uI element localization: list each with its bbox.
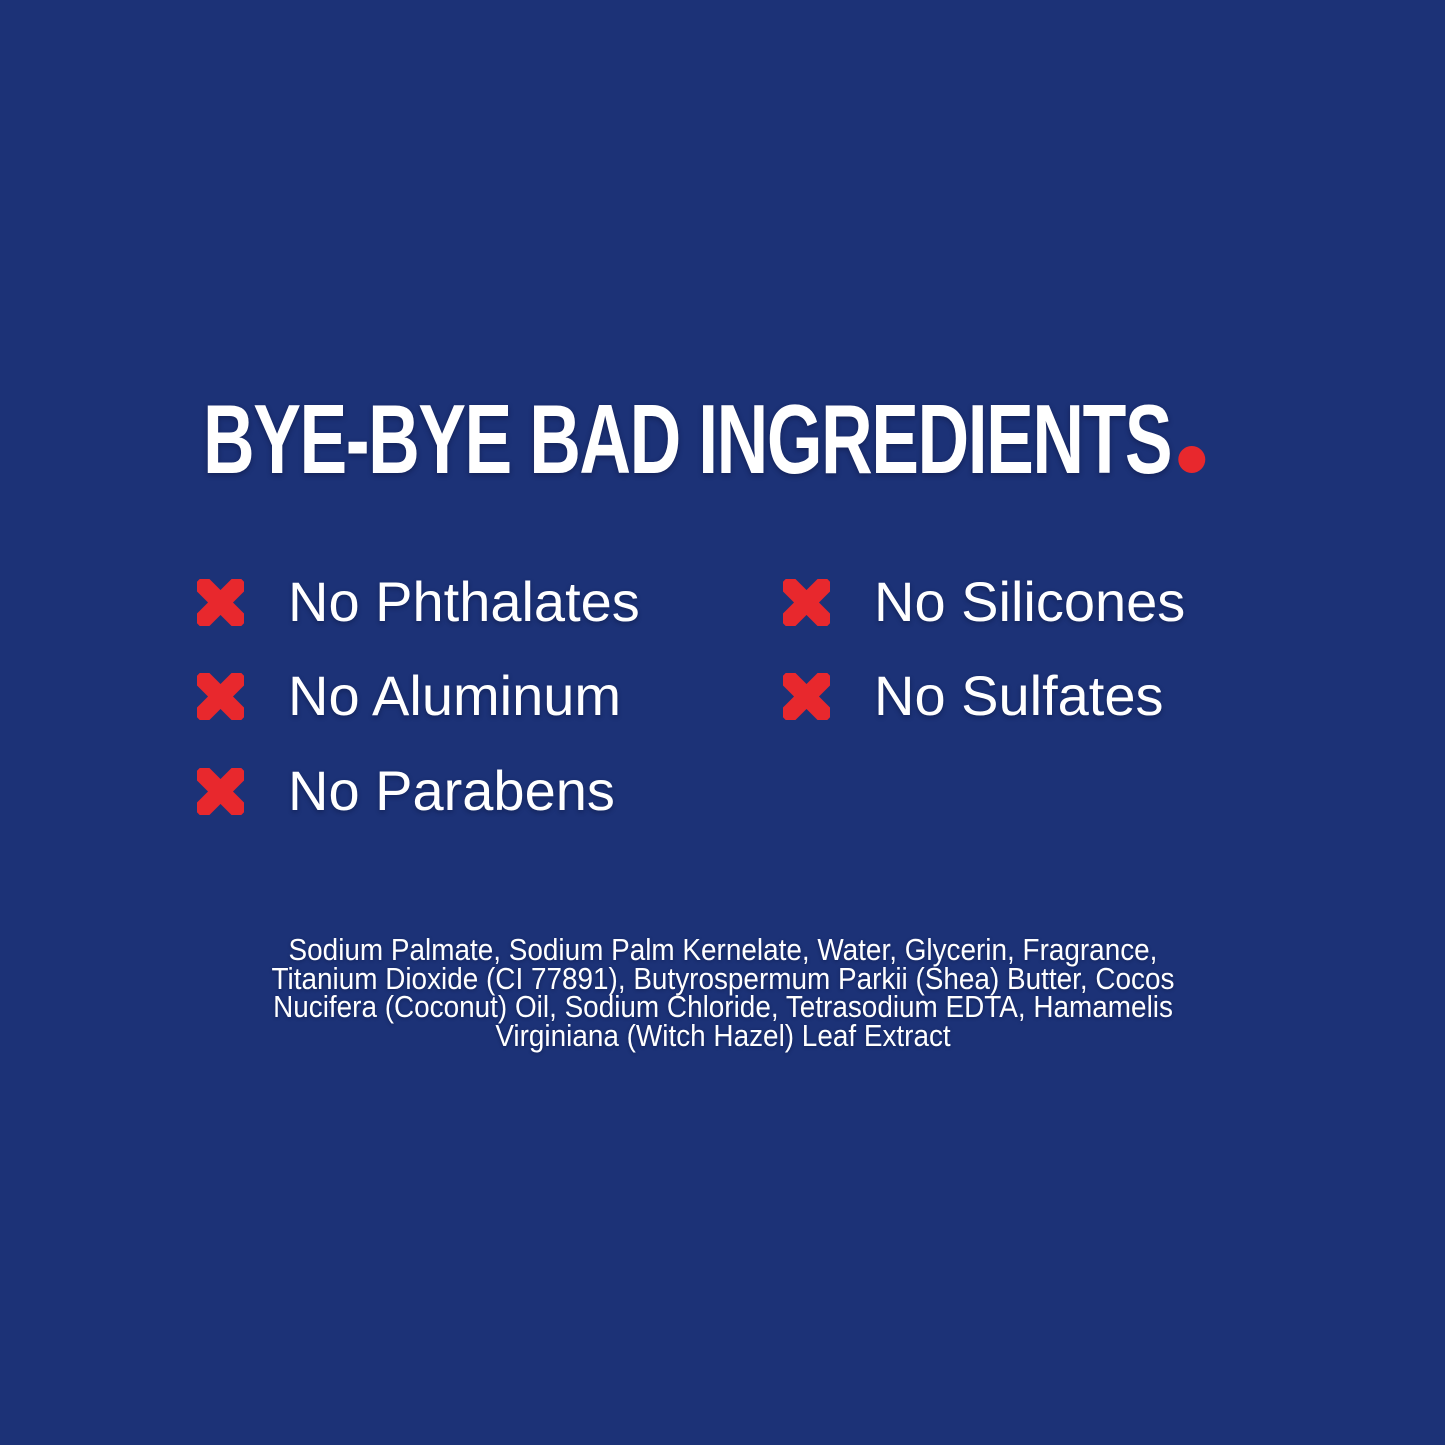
claim-row-no-parabens: No Parabens (197, 759, 615, 823)
claim-label: No Sulfates (874, 664, 1164, 727)
claim-row-no-silicones: No Silicones (783, 570, 1185, 634)
headline: BYE-BYE BAD INGREDIENTS. (203, 390, 1206, 488)
ingredient-line: Virginiana (Witch Hazel) Leaf Extract (494, 1017, 951, 1053)
ingredient-line: Nucifera (Coconut) Oil, Sodium Chloride,… (272, 989, 1173, 1024)
x-icon (197, 767, 244, 815)
claim-row-no-phthalates: No Phthalates (197, 570, 640, 634)
x-icon (783, 578, 830, 626)
claim-label: No Silicones (874, 570, 1186, 633)
ingredients-paragraph: Sodium Palmate, Sodium Palm Kernelate, W… (93, 932, 1353, 1053)
claim-label: No Parabens (288, 759, 615, 822)
x-icon (197, 578, 244, 626)
claim-label: No Aluminum (288, 664, 622, 727)
headline-period: . (1178, 446, 1206, 473)
claim-label: No Phthalates (288, 570, 640, 633)
x-icon (197, 672, 244, 720)
headline-text: BYE-BYE BAD INGREDIENTS (203, 384, 1173, 494)
ingredient-line: Titanium Dioxide (CI 77891), Butyrosperm… (271, 960, 1174, 996)
claim-row-no-sulfates: No Sulfates (783, 664, 1164, 728)
x-icon (783, 672, 830, 720)
claim-row-no-aluminum: No Aluminum (197, 664, 621, 728)
ingredient-line: Sodium Palmate, Sodium Palm Kernelate, W… (288, 932, 1157, 967)
